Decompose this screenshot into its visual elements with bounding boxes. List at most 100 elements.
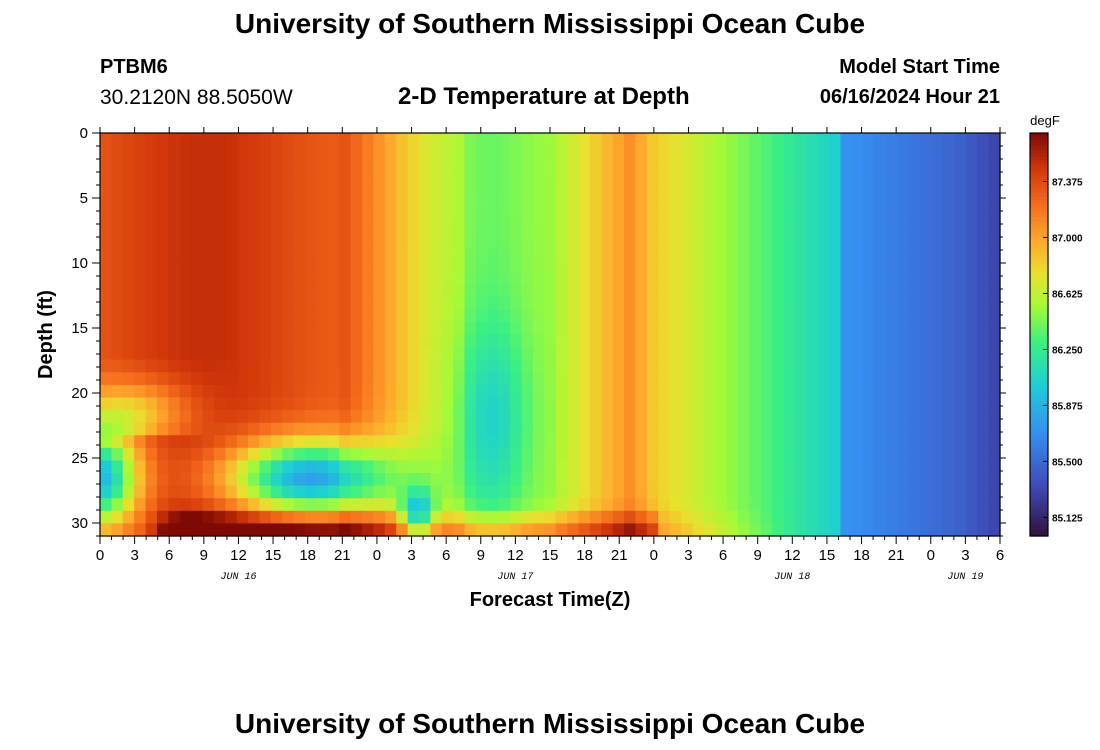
heat-cell (225, 460, 238, 474)
heat-cell (122, 523, 135, 537)
heat-cell (567, 460, 580, 474)
colorbar-cell (1030, 505, 1048, 510)
heat-cell (555, 321, 568, 336)
heat-cell (931, 498, 944, 512)
heat-cell (829, 485, 842, 499)
heat-cell (726, 460, 739, 474)
heat-cell (760, 321, 773, 336)
heat-cell (943, 422, 956, 436)
heat-cell (567, 347, 580, 361)
heat-cell (635, 447, 648, 462)
heat-cell (783, 372, 796, 386)
heat-cell (646, 208, 659, 222)
heat-cell (658, 410, 671, 424)
heat-cell (874, 410, 887, 424)
heat-cell (213, 410, 226, 424)
heat-cell (817, 321, 830, 336)
heat-cell (715, 271, 728, 285)
heat-cell (681, 233, 693, 247)
heat-cell (350, 422, 363, 436)
heat-cell (578, 523, 591, 537)
heat-cell (646, 447, 659, 462)
heat-cell (475, 296, 488, 310)
heat-cell (202, 296, 215, 310)
heat-cell (464, 208, 477, 222)
heat-cell (316, 296, 329, 310)
heat-cell (612, 284, 625, 298)
heat-cell (134, 133, 147, 147)
heat-cell (384, 435, 397, 449)
heat-cell (692, 145, 705, 159)
colorbar-tick-label: 85.500 (1052, 457, 1083, 468)
colorbar-cell (1030, 267, 1048, 272)
heat-cell (225, 510, 238, 524)
heat-cell (350, 397, 363, 411)
heat-cell (669, 221, 682, 235)
heat-cell (179, 170, 192, 184)
heat-cell (350, 158, 363, 172)
heat-cell (362, 498, 375, 512)
heat-cell (122, 296, 135, 310)
heat-cell (339, 460, 352, 474)
colorbar-cell (1030, 287, 1048, 292)
heat-cell (441, 485, 454, 499)
heat-cell (384, 321, 397, 336)
heat-cell (555, 258, 568, 273)
heat-cell (886, 296, 899, 310)
colorbar-cell (1030, 529, 1048, 534)
heat-cell (487, 145, 500, 159)
heat-cell (658, 221, 671, 235)
heat-cell (908, 133, 921, 147)
heat-cell (840, 233, 853, 247)
heat-cell (943, 321, 956, 336)
heat-cell (316, 183, 329, 197)
heat-cell (384, 233, 397, 247)
heat-cell (225, 284, 238, 298)
heat-cell (396, 309, 409, 323)
heat-cell (270, 447, 283, 462)
heat-cell (737, 221, 750, 235)
heat-cell (669, 384, 682, 399)
heat-cell (498, 158, 511, 172)
heat-cell (532, 359, 545, 373)
heat-cell (886, 473, 899, 487)
heat-cell (464, 195, 477, 210)
colorbar-cell (1030, 465, 1048, 470)
heat-cell (191, 195, 204, 210)
colorbar-cell (1030, 327, 1048, 332)
heat-cell (202, 510, 215, 524)
heat-cell (806, 397, 819, 411)
heat-cell (829, 133, 842, 147)
heat-cell (612, 384, 625, 399)
heat-cell (829, 284, 842, 298)
heat-cell (510, 347, 523, 361)
heat-cell (327, 372, 340, 386)
heat-cell (612, 158, 625, 172)
heat-cell (156, 145, 169, 159)
heat-cell (760, 233, 773, 247)
heat-cell (692, 460, 705, 474)
heat-cell (726, 359, 739, 373)
heat-cell (749, 334, 762, 348)
heat-cell (794, 145, 807, 159)
colorbar-units: degF (1030, 113, 1060, 128)
heat-cell (544, 498, 557, 512)
heat-cell (532, 158, 545, 172)
x-tick-label: 21 (888, 547, 905, 564)
heat-cell (601, 133, 614, 147)
heat-cell (384, 133, 397, 147)
heat-cell (692, 384, 705, 399)
heat-cell (339, 410, 352, 424)
heat-cell (749, 233, 762, 247)
heat-cell (396, 170, 409, 184)
heat-cell (863, 372, 876, 386)
heat-cell (737, 397, 750, 411)
heat-cell (100, 410, 112, 424)
heat-cell (111, 372, 124, 386)
heat-cell (601, 258, 614, 273)
heat-cell (851, 284, 864, 298)
heat-cell (840, 485, 853, 499)
heat-cell (191, 410, 204, 424)
heat-cell (954, 321, 967, 336)
heat-cell (646, 284, 659, 298)
